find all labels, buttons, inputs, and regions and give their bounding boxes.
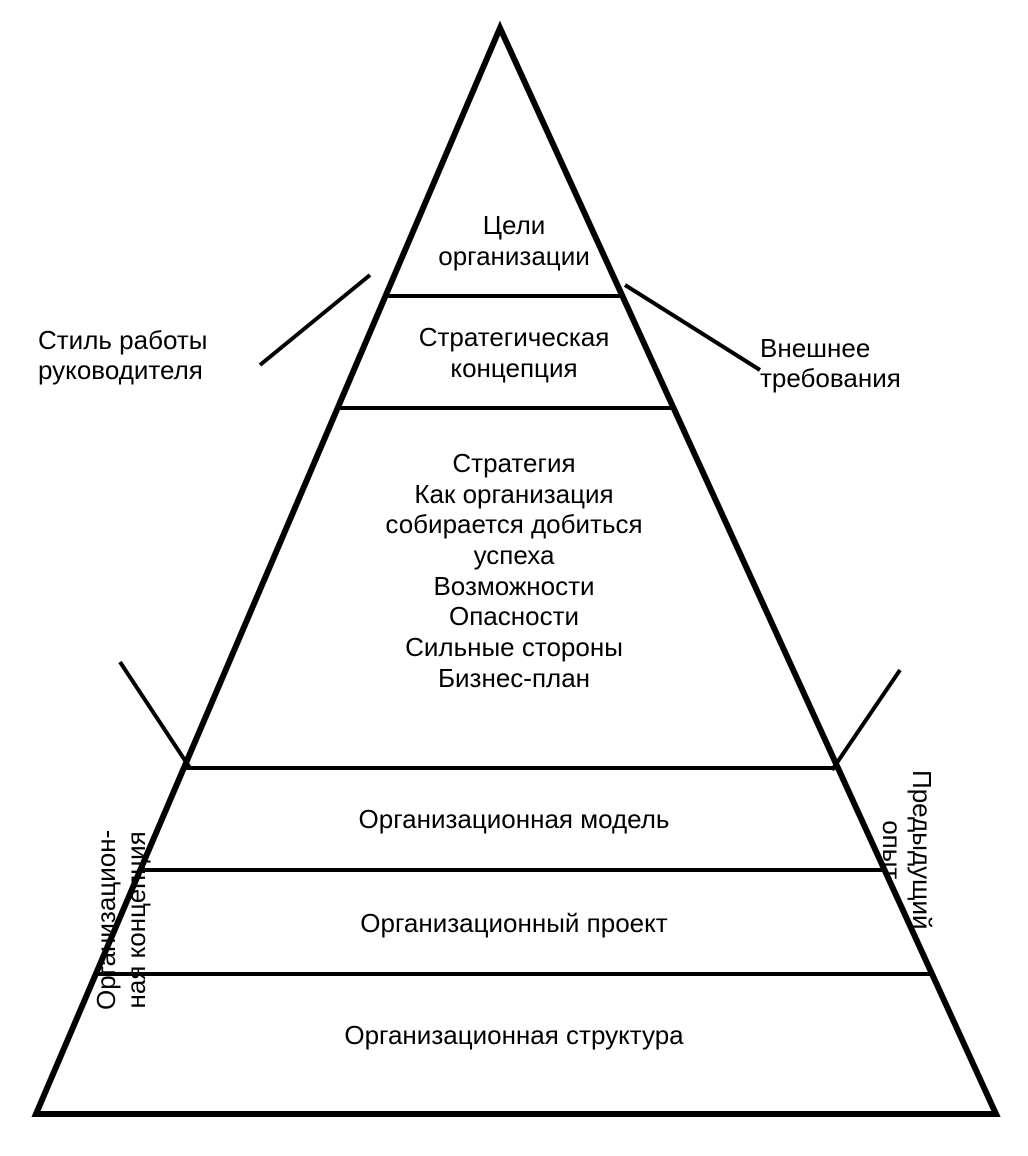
layer-1-text: Цели организации bbox=[438, 210, 590, 271]
layer-6-text: Организационная структура bbox=[344, 1020, 683, 1051]
layer-3-text: Стратегия Как организация собирается доб… bbox=[385, 448, 642, 693]
callout-right-label: Внешнее требования bbox=[760, 334, 901, 394]
callout-left-label: Стиль работы руководителя bbox=[38, 326, 207, 386]
side-label-right: Предыдущий опыт bbox=[876, 770, 936, 930]
layer-5-text: Организационный проект bbox=[360, 908, 667, 939]
layer-2-text: Стратегическая концепция bbox=[419, 322, 610, 383]
layer-4-text: Организационная модель bbox=[359, 804, 670, 835]
side-label-left: Организацион- ная концепция bbox=[92, 830, 152, 1010]
pyramid-diagram: Цели организации Стратегическая концепци… bbox=[0, 0, 1028, 1156]
